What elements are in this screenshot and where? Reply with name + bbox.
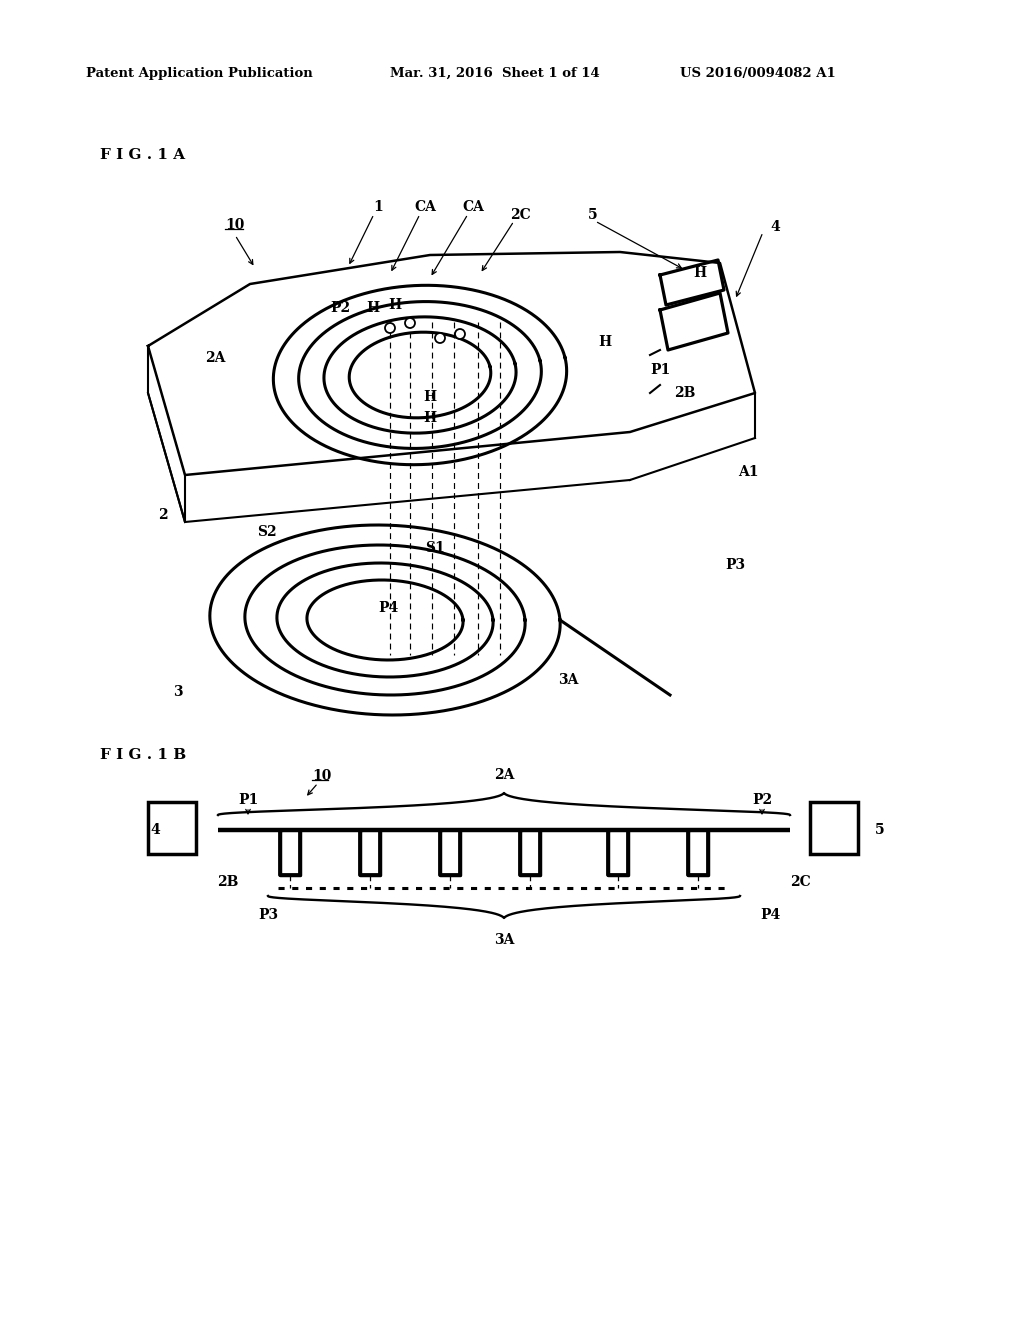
Text: H: H: [424, 411, 436, 425]
Text: 2B: 2B: [217, 875, 239, 888]
Bar: [148, 803, 196, 854]
Text: 4: 4: [151, 822, 160, 837]
Text: H: H: [598, 335, 611, 348]
Bar: [810, 803, 858, 854]
Polygon shape: [280, 830, 300, 875]
Text: 2A: 2A: [494, 768, 514, 781]
Bar: [130, 750, 961, 960]
Polygon shape: [520, 830, 540, 875]
Text: P3: P3: [258, 908, 279, 921]
Text: P2: P2: [330, 301, 350, 315]
Text: 2C: 2C: [790, 875, 810, 888]
Text: 2B: 2B: [675, 385, 695, 400]
Circle shape: [385, 323, 395, 333]
Text: 3: 3: [173, 685, 183, 700]
Text: H: H: [424, 389, 436, 404]
Text: 1: 1: [373, 201, 383, 214]
Text: P1: P1: [650, 363, 670, 378]
Text: 5: 5: [876, 822, 885, 837]
Text: S1: S1: [425, 541, 444, 554]
Circle shape: [455, 329, 465, 339]
Text: 2A: 2A: [205, 351, 225, 366]
Text: P3: P3: [725, 558, 745, 572]
Text: 4: 4: [770, 220, 780, 234]
Circle shape: [406, 318, 415, 327]
Text: H: H: [693, 267, 707, 280]
Text: P1: P1: [238, 793, 258, 807]
Text: 2C: 2C: [510, 209, 530, 222]
Text: 10: 10: [312, 770, 332, 783]
Polygon shape: [688, 830, 708, 875]
Text: H: H: [388, 298, 401, 312]
Text: H: H: [367, 301, 380, 315]
Text: P4: P4: [760, 908, 780, 921]
Text: P4: P4: [378, 601, 398, 615]
Polygon shape: [608, 830, 628, 875]
Text: 3A: 3A: [558, 673, 579, 686]
Text: S2: S2: [257, 525, 276, 539]
Text: 10: 10: [225, 218, 245, 232]
Text: A1: A1: [737, 465, 758, 479]
Polygon shape: [360, 830, 380, 875]
Text: Mar. 31, 2016  Sheet 1 of 14: Mar. 31, 2016 Sheet 1 of 14: [390, 67, 600, 81]
Text: 3A: 3A: [494, 933, 514, 946]
Circle shape: [435, 333, 445, 343]
Text: 2: 2: [158, 508, 168, 521]
Text: 5: 5: [588, 209, 598, 222]
Text: US 2016/0094082 A1: US 2016/0094082 A1: [680, 67, 836, 81]
Polygon shape: [440, 830, 460, 875]
Text: CA: CA: [414, 201, 436, 214]
Text: P2: P2: [752, 793, 772, 807]
Text: CA: CA: [462, 201, 484, 214]
Text: F I G . 1 B: F I G . 1 B: [100, 748, 186, 762]
Text: Patent Application Publication: Patent Application Publication: [86, 67, 312, 81]
Text: F I G . 1 A: F I G . 1 A: [100, 148, 185, 162]
